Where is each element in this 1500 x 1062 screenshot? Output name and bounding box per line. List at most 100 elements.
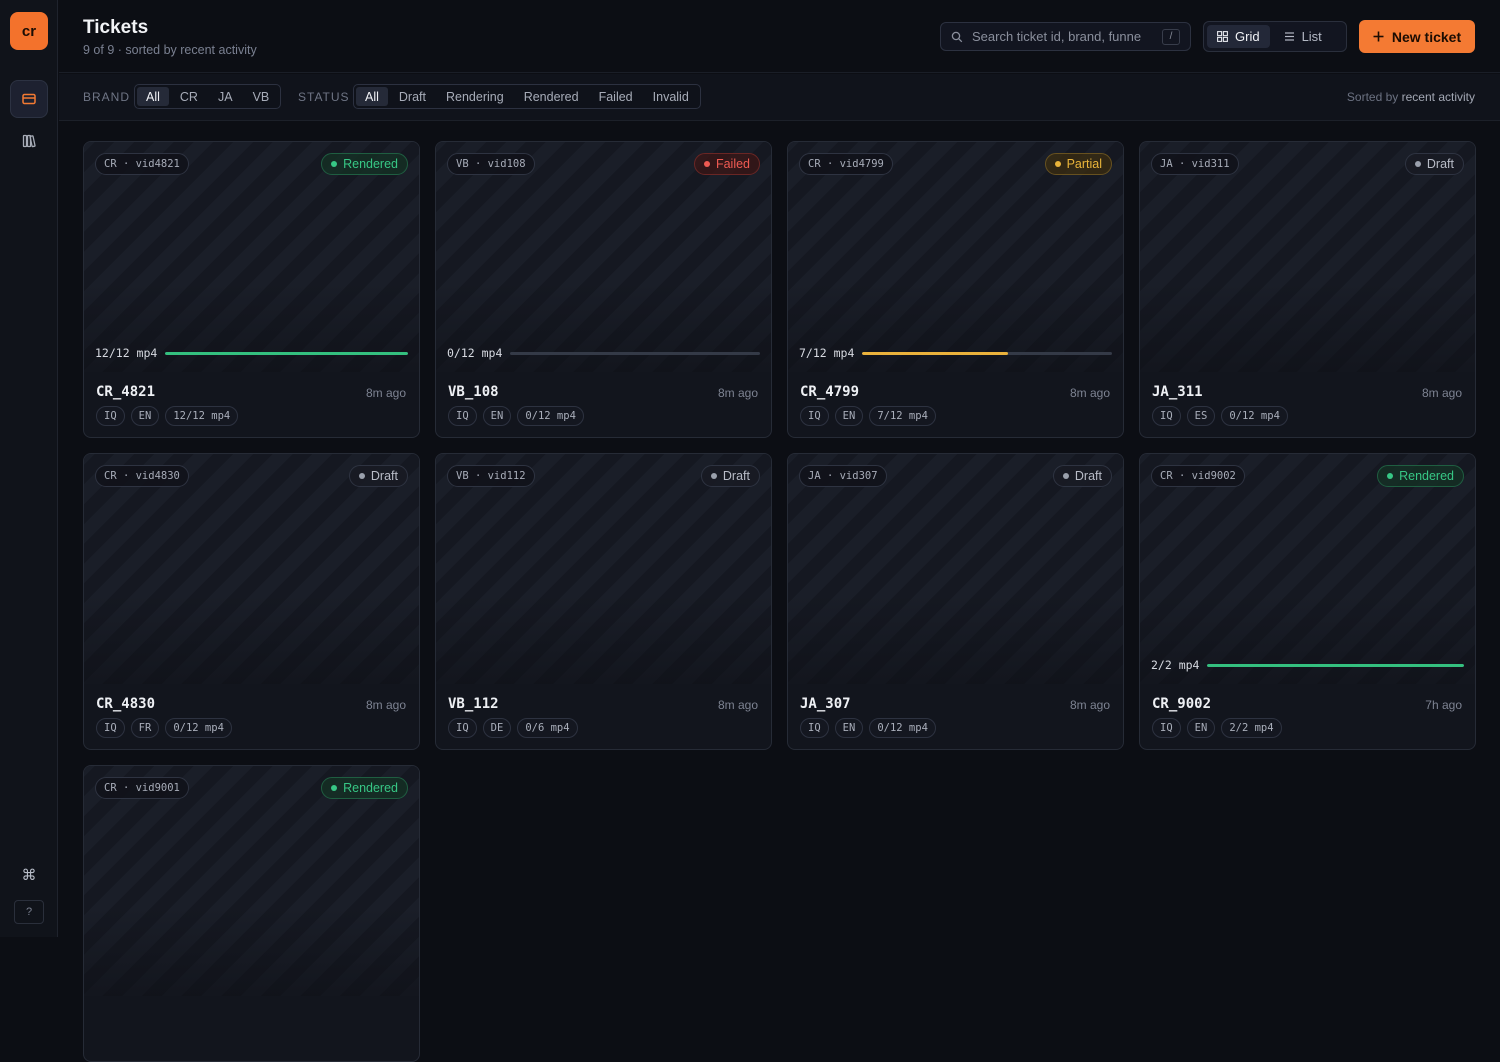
app-logo[interactable]: cr [10, 12, 48, 50]
status-dot [1054, 161, 1061, 167]
progress-track [862, 351, 1112, 355]
status-filter-all[interactable]: All [356, 87, 388, 106]
status-filter: All Draft Rendering Rendered Failed Invalid [353, 84, 701, 109]
ticket-thumbnail[interactable]: VB · vid112 Draft [436, 454, 771, 684]
status-text: Draft [722, 469, 750, 483]
list-view-button[interactable]: List [1274, 25, 1332, 48]
search-placeholder: Search ticket id, brand, funne [972, 29, 1142, 44]
ticket-chip: 12/12 mp4 [165, 406, 239, 426]
ticket-chip: EN [834, 718, 864, 738]
help-button[interactable]: ? [14, 900, 44, 924]
ticket-chip: DE [482, 718, 512, 738]
ticket-time: 8m ago [1421, 386, 1462, 400]
ticket-thumbnail[interactable]: JA · vid311 Draft [1140, 142, 1475, 372]
ticket-id-tag: CR · vid9002 [1151, 465, 1245, 487]
ticket-chips: IQ EN 0/12 mp4 [448, 406, 584, 426]
sidebar: cr ⌘ ? [0, 0, 58, 937]
ticket-chip: IQ [800, 718, 829, 738]
thumbnail-shade [788, 594, 1123, 684]
ticket-thumbnail[interactable]: CR · vid4830 Draft [84, 454, 419, 684]
ticket-title: CR_4830 [96, 696, 156, 712]
ticket-chip: EN [834, 406, 864, 426]
command-menu-icon[interactable]: ⌘ [21, 867, 37, 884]
brand-filter-ja[interactable]: JA [217, 89, 233, 104]
ticket-chip: 0/12 mp4 [165, 718, 232, 738]
ticket-chip: 0/12 mp4 [1221, 406, 1288, 426]
sort-value[interactable]: recent activity [1401, 90, 1475, 104]
sidebar-item-library[interactable] [10, 122, 48, 160]
progress-label: 0/12 mp4 [447, 346, 503, 360]
ticket-thumbnail[interactable]: CR · vid4821 Rendered 12/12 mp4 [84, 142, 419, 372]
status-dot [1062, 473, 1069, 479]
ticket-thumbnail[interactable]: CR · vid4799 Partial 7/12 mp4 [788, 142, 1123, 372]
status-filter-rendered[interactable]: Rendered [523, 89, 579, 104]
status-filter-draft[interactable]: Draft [398, 89, 426, 104]
grid-view-button[interactable]: Grid [1207, 25, 1270, 48]
ticket-card[interactable]: JA · vid311 Draft JA_311 8m ago IQ ES 0/12 mp4 [1139, 141, 1476, 438]
ticket-time: 8m ago [365, 386, 406, 400]
ticket-card[interactable]: CR · vid4799 Partial 7/12 mp4 CR_4799 8m ago… [787, 141, 1124, 438]
brand-filter-cr[interactable]: CR [179, 89, 198, 104]
ticket-card[interactable]: CR · vid4821 Rendered 12/12 mp4 CR_4821 8m a… [83, 141, 420, 438]
page-title: Tickets [83, 17, 149, 38]
new-ticket-button[interactable]: New ticket [1359, 20, 1475, 53]
status-text: Draft [1426, 157, 1454, 171]
ticket-card[interactable]: VB · vid108 Failed 0/12 mp4 VB_108 8m ago IQ E… [435, 141, 772, 438]
status-badge: Rendered [1377, 465, 1464, 487]
ticket-id-tag: CR · vid9001 [95, 777, 189, 799]
ticket-id-tag: VB · vid108 [447, 153, 535, 175]
status-text: Rendered [343, 781, 398, 795]
status-dot [1387, 473, 1394, 479]
ticket-chips: IQ DE 0/6 mp4 [448, 718, 578, 738]
page-header: Tickets 9 of 9 · sorted by recent activi… [59, 0, 1500, 73]
ticket-chip: 0/6 mp4 [517, 718, 578, 738]
ticket-chips: IQ EN 0/12 mp4 [800, 718, 936, 738]
status-filter-rendering[interactable]: Rendering [446, 89, 504, 104]
progress-label: 2/2 mp4 [1151, 658, 1200, 672]
brand-filter-vb[interactable]: VB [252, 89, 270, 104]
ticket-grid: CR · vid4821 Rendered 12/12 mp4 CR_4821 8m a… [83, 141, 1476, 1062]
brand-filter-all[interactable]: All [137, 87, 169, 106]
ticket-chip: 7/12 mp4 [869, 406, 936, 426]
status-badge: Rendered [321, 777, 408, 799]
plus-icon [1373, 31, 1384, 42]
ticket-chips: IQ ES 0/12 mp4 [1152, 406, 1288, 426]
status-text: Rendered [1399, 469, 1454, 483]
status-filter-failed[interactable]: Failed [598, 89, 633, 104]
status-text: Rendered [343, 157, 398, 171]
thumbnail-shade [1140, 282, 1475, 372]
ticket-card[interactable]: CR · vid9001 Rendered [83, 765, 420, 1062]
ticket-card[interactable]: JA · vid307 Draft JA_307 8m ago IQ EN 0/12 mp4 [787, 453, 1124, 750]
ticket-title: JA_307 [800, 696, 851, 712]
ticket-card[interactable]: VB · vid112 Draft VB_112 8m ago IQ DE 0/6 mp4 [435, 453, 772, 750]
ticket-chip: EN [1186, 718, 1216, 738]
ticket-card[interactable]: CR · vid4830 Draft CR_4830 8m ago IQ FR 0/12 m… [83, 453, 420, 750]
sidebar-item-tickets[interactable] [10, 80, 48, 118]
brand-filter-label: BRAND [83, 90, 131, 104]
search-input[interactable]: Search ticket id, brand, funne / [940, 22, 1191, 51]
thumbnail-shade [436, 594, 771, 684]
status-filter-invalid[interactable]: Invalid [652, 89, 689, 104]
ticket-chip: ES [1186, 406, 1216, 426]
grid-icon [1217, 31, 1228, 42]
status-badge: Draft [1052, 465, 1112, 487]
ticket-thumbnail[interactable]: CR · vid9002 Rendered 2/2 mp4 [1140, 454, 1475, 684]
ticket-thumbnail[interactable]: CR · vid9001 Rendered [84, 766, 419, 996]
ticket-thumbnail[interactable]: JA · vid307 Draft [788, 454, 1123, 684]
thumbnail-shade [84, 594, 419, 684]
progress-fill [1207, 663, 1464, 667]
status-badge: Draft [348, 465, 408, 487]
render-progress: 7/12 mp4 [799, 346, 1112, 360]
ticket-title: CR_4799 [800, 384, 860, 400]
ticket-card[interactable]: CR · vid9002 Rendered 2/2 mp4 CR_9002 7h ago… [1139, 453, 1476, 750]
search-shortcut-key: / [1162, 28, 1180, 45]
ticket-chip: IQ [1152, 406, 1181, 426]
progress-fill [862, 351, 1008, 355]
status-text: Draft [1074, 469, 1102, 483]
ticket-thumbnail[interactable]: VB · vid108 Failed 0/12 mp4 [436, 142, 771, 372]
ticket-id-tag: JA · vid311 [1151, 153, 1239, 175]
list-icon [1284, 32, 1294, 41]
ticket-chips: IQ EN 12/12 mp4 [96, 406, 239, 426]
status-badge: Rendered [321, 153, 408, 175]
ticket-time: 8m ago [717, 698, 758, 712]
